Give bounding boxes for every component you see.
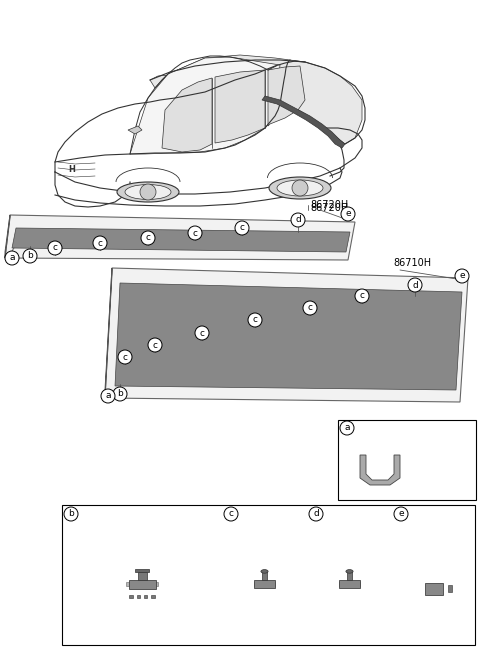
Polygon shape xyxy=(130,57,280,154)
Bar xyxy=(254,582,276,586)
Text: 87256: 87256 xyxy=(344,509,371,518)
Bar xyxy=(448,585,452,592)
Circle shape xyxy=(148,338,162,352)
Bar xyxy=(126,582,158,586)
Bar xyxy=(135,569,149,572)
Polygon shape xyxy=(215,70,265,143)
Polygon shape xyxy=(5,215,355,260)
Text: 87255: 87255 xyxy=(259,509,286,518)
Circle shape xyxy=(309,507,323,521)
Circle shape xyxy=(101,389,115,403)
Polygon shape xyxy=(5,215,10,258)
Circle shape xyxy=(341,207,355,221)
Circle shape xyxy=(188,226,202,240)
Bar xyxy=(338,420,476,500)
Bar xyxy=(129,579,156,589)
Circle shape xyxy=(303,301,317,315)
Text: a: a xyxy=(344,424,350,432)
Circle shape xyxy=(248,313,262,327)
Text: c: c xyxy=(153,340,157,350)
Text: c: c xyxy=(145,233,151,242)
Text: c: c xyxy=(308,304,312,313)
Bar xyxy=(424,583,443,595)
Text: d: d xyxy=(313,509,319,518)
Polygon shape xyxy=(12,228,350,252)
Bar xyxy=(137,572,146,579)
Text: b: b xyxy=(27,252,33,260)
Circle shape xyxy=(455,269,469,283)
Circle shape xyxy=(140,184,156,200)
Polygon shape xyxy=(268,66,305,126)
Bar xyxy=(262,572,267,580)
Circle shape xyxy=(141,231,155,245)
Circle shape xyxy=(93,236,107,250)
Text: c: c xyxy=(122,353,128,361)
Circle shape xyxy=(340,421,354,435)
Bar xyxy=(151,595,155,597)
Circle shape xyxy=(292,180,308,196)
Text: c: c xyxy=(240,223,244,233)
Bar xyxy=(339,580,360,587)
Circle shape xyxy=(235,221,249,235)
Ellipse shape xyxy=(125,185,171,200)
Bar xyxy=(339,582,360,586)
Polygon shape xyxy=(360,455,400,485)
Circle shape xyxy=(394,507,408,521)
Text: c: c xyxy=(192,229,197,237)
Bar xyxy=(62,505,475,645)
Text: d: d xyxy=(412,281,418,290)
Bar xyxy=(254,580,276,587)
Text: b: b xyxy=(68,509,74,518)
Text: 87256D
87249: 87256D 87249 xyxy=(126,531,158,551)
Circle shape xyxy=(408,278,422,292)
Polygon shape xyxy=(105,268,112,398)
Circle shape xyxy=(291,213,305,227)
Text: H: H xyxy=(69,166,75,175)
Text: 86720H: 86720H xyxy=(310,200,348,210)
Circle shape xyxy=(113,387,127,401)
Polygon shape xyxy=(150,55,362,144)
Ellipse shape xyxy=(346,570,353,573)
Bar xyxy=(130,595,133,597)
Circle shape xyxy=(64,507,78,521)
Text: b: b xyxy=(117,390,123,399)
Polygon shape xyxy=(162,78,212,152)
Text: c: c xyxy=(360,292,364,300)
Text: 87218R
87218L: 87218R 87218L xyxy=(401,446,433,465)
Ellipse shape xyxy=(269,177,331,199)
Text: a: a xyxy=(105,392,111,401)
Bar xyxy=(347,572,352,580)
Text: 86710H: 86710H xyxy=(393,258,431,268)
Polygon shape xyxy=(105,268,468,402)
Text: 86720H: 86720H xyxy=(310,203,348,213)
Text: c: c xyxy=(200,328,204,338)
Circle shape xyxy=(195,326,209,340)
Text: e: e xyxy=(345,210,351,219)
Text: d: d xyxy=(295,215,301,225)
Ellipse shape xyxy=(117,182,179,202)
Text: c: c xyxy=(52,244,58,252)
Bar xyxy=(137,595,140,597)
Circle shape xyxy=(48,241,62,255)
Polygon shape xyxy=(262,96,345,148)
Text: e: e xyxy=(459,271,465,281)
Circle shape xyxy=(118,350,132,364)
Polygon shape xyxy=(128,126,142,134)
Circle shape xyxy=(355,289,369,303)
Text: 87229B
87229A: 87229B 87229A xyxy=(418,531,450,551)
Text: c: c xyxy=(97,238,103,248)
Ellipse shape xyxy=(277,180,323,196)
Text: c: c xyxy=(252,315,257,325)
Circle shape xyxy=(23,249,37,263)
Circle shape xyxy=(5,251,19,265)
Text: a: a xyxy=(9,254,15,263)
Polygon shape xyxy=(115,283,462,390)
Text: c: c xyxy=(228,509,233,518)
Text: e: e xyxy=(398,509,404,518)
Bar xyxy=(144,595,147,597)
Ellipse shape xyxy=(261,570,268,573)
Circle shape xyxy=(224,507,238,521)
